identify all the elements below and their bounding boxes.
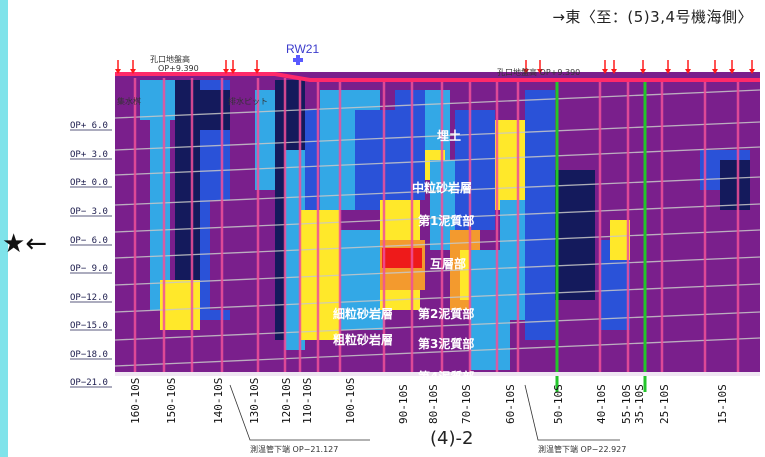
borehole-label: 40-10S xyxy=(595,384,608,424)
elevation-label: OP± 0.0 xyxy=(70,178,108,188)
arrow-head xyxy=(640,69,646,74)
ground-surface-line xyxy=(115,72,760,82)
ground-level-label-right: 孔口地盤高 OP+9.390 xyxy=(497,67,580,77)
top-arrow-markers xyxy=(115,60,755,74)
cell-block xyxy=(495,120,530,210)
cell-block xyxy=(200,90,230,130)
layer-mud-3: 第3泥質部 xyxy=(418,336,474,351)
arrow-head xyxy=(665,69,671,74)
pipe-bottom-left: 測温管下端 OP−21.127 xyxy=(250,444,338,454)
layer-medium-sandstone: 中粒砂岩層 xyxy=(412,180,472,195)
direction-note: →東〈至：(5)3,4号機海側〉 xyxy=(552,8,753,26)
elevation-label: OP+ 6.0 xyxy=(70,121,108,131)
arrow-head xyxy=(729,69,735,74)
borehole-label: 60-10S xyxy=(504,384,517,424)
arrow-head xyxy=(254,69,260,74)
layer-mud-2: 第2泥質部 xyxy=(418,306,474,321)
cell-block xyxy=(720,160,750,210)
arrow-head xyxy=(223,69,229,74)
leader-line-left xyxy=(229,384,370,441)
cell-block xyxy=(525,90,555,340)
elevation-label: OP− 3.0 xyxy=(70,207,108,217)
left-accent-bar xyxy=(0,0,8,457)
arrow-head xyxy=(602,69,608,74)
cell-block xyxy=(175,80,200,290)
arrow-head xyxy=(230,69,236,74)
cell-block xyxy=(160,280,200,330)
borehole-label: 130-10S xyxy=(248,378,261,424)
figure-caption: (4)-2 xyxy=(430,428,474,449)
borehole-label: 120-10S xyxy=(280,378,293,424)
rw21-label: RW21 xyxy=(286,42,319,56)
borehole-label: 80-10S xyxy=(427,384,440,424)
borehole-label: 140-10S xyxy=(212,378,225,424)
borehole-labels: 160-10S 150-10S 140-10S 130-10S 120-10S 110-1… xyxy=(129,378,729,424)
cell-block xyxy=(395,90,425,200)
arrow-head xyxy=(611,69,617,74)
trench-note: 集水桝 xyxy=(117,96,141,106)
borehole-label: 35-10S xyxy=(633,384,646,424)
borehole-label: 150-10S xyxy=(165,378,178,424)
arrow-head xyxy=(537,69,543,74)
borehole-label: 110-10S xyxy=(301,378,314,424)
cell-block xyxy=(455,110,495,230)
borehole-label: 90-10S xyxy=(397,384,410,424)
layer-fine-sandstone: 細粒砂岩層 xyxy=(333,306,393,321)
rw21-marker xyxy=(293,55,303,65)
elevation-label: OP−15.0 xyxy=(70,321,108,331)
borehole-label: 55-10S xyxy=(620,384,633,424)
ground-level-value-left: OP+9.390 xyxy=(158,64,199,73)
cell-block xyxy=(555,170,595,300)
arrow-head xyxy=(712,69,718,74)
cell-block xyxy=(610,220,630,260)
arrow-head xyxy=(115,69,121,74)
elevation-label: OP− 6.0 xyxy=(70,236,108,246)
borehole-label: 160-10S xyxy=(129,378,142,424)
layer-coarse-sandstone: 粗粒砂岩層 xyxy=(333,332,393,347)
layer-fill: 埋土 xyxy=(437,128,461,143)
cell-block xyxy=(255,90,275,190)
borehole-label: 15-10S xyxy=(716,384,729,424)
elevation-labels: OP+ 6.0 OP+ 3.0 OP± 0.0 OP− 3.0 OP− 6.0 OP− 9… xyxy=(70,121,112,388)
pipe-bottom-right: 測温管下端 OP−22.927 xyxy=(538,444,626,454)
arrow-head xyxy=(523,69,529,74)
star-marker-icon: ★← xyxy=(2,229,48,259)
elevation-label: OP+ 3.0 xyxy=(70,150,108,160)
layer-mud-4: 第4泥質部 xyxy=(418,369,474,384)
borehole-label: 100-10S xyxy=(344,378,357,424)
pit-note: 排水ピット xyxy=(228,96,268,106)
arrow-head xyxy=(685,69,691,74)
cell-block xyxy=(382,248,422,268)
elevation-label: OP−21.0 xyxy=(70,378,108,388)
layer-mud-1: 第1泥質部 xyxy=(418,213,474,228)
bottom-band xyxy=(115,372,760,376)
leader-line-right xyxy=(524,384,620,441)
borehole-label: 50-10S xyxy=(552,384,565,424)
elevation-label: OP−18.0 xyxy=(70,350,108,360)
elevation-label: OP− 9.0 xyxy=(70,264,108,274)
arrow-head xyxy=(130,69,136,74)
arrow-head xyxy=(749,69,755,74)
ground-level-label-left: 孔口地盤高 xyxy=(150,54,190,64)
borehole-label: 70-10S xyxy=(460,384,473,424)
layer-alternation: 互層部 xyxy=(430,256,466,271)
borehole-label: 25-10S xyxy=(658,384,671,424)
cell-block xyxy=(355,110,395,210)
elevation-label: OP−12.0 xyxy=(70,293,108,303)
cell-block xyxy=(210,200,240,310)
borehole-lines xyxy=(115,78,760,392)
